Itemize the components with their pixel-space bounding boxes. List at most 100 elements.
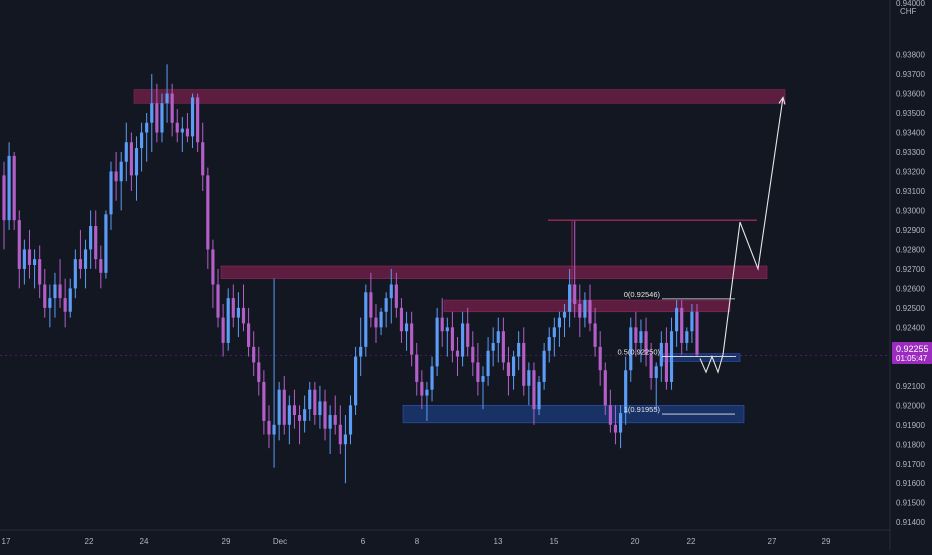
- last-price-tag: 0.92255 01:05:47: [892, 342, 932, 364]
- projection-arrowhead: [778, 96, 786, 105]
- candle-body: [675, 307, 679, 332]
- candle-body: [231, 298, 235, 318]
- price-tick-label: 0.91600: [896, 479, 925, 488]
- candle-body: [318, 401, 322, 416]
- candle-body: [568, 284, 572, 312]
- price-tick-label: 0.93400: [896, 129, 925, 138]
- candle-body: [649, 354, 653, 379]
- time-tick-label: 29: [222, 537, 231, 546]
- candle-body: [466, 323, 470, 347]
- price-axis-top-label: 0.94000: [896, 0, 925, 8]
- candle-body: [557, 317, 561, 328]
- candle-body: [394, 284, 398, 308]
- price-tick-label: 0.92400: [896, 323, 925, 332]
- candle-body: [389, 284, 393, 299]
- candle-body: [425, 389, 429, 396]
- candle-body: [160, 103, 164, 133]
- candle-body: [481, 376, 485, 382]
- candle-body: [517, 342, 521, 357]
- candle-body: [532, 370, 536, 410]
- candle-body: [461, 323, 465, 357]
- candle-body: [73, 259, 77, 289]
- candle-body: [89, 226, 93, 250]
- candle-body: [48, 298, 52, 308]
- candle-body: [379, 311, 383, 328]
- candle-body: [410, 323, 414, 355]
- candle-body: [185, 128, 190, 137]
- candle-body: [196, 97, 200, 143]
- candle-body: [471, 346, 475, 363]
- price-tick-label: 0.93700: [896, 70, 925, 79]
- candle-body: [257, 362, 261, 382]
- time-tick-label: 6: [361, 537, 366, 546]
- price-tick-label: 0.93800: [896, 51, 925, 60]
- candle-body: [241, 307, 246, 324]
- candle-body: [593, 323, 597, 347]
- candle-body: [129, 142, 133, 176]
- candle-body: [374, 317, 378, 328]
- candle-body: [430, 366, 434, 390]
- candle-body: [664, 342, 669, 382]
- candle-body: [440, 317, 444, 332]
- candle-body: [624, 370, 628, 414]
- candle-body: [78, 259, 83, 269]
- candle-body: [7, 155, 11, 221]
- candle-body: [155, 103, 159, 133]
- candle-body: [287, 405, 291, 425]
- last-price-countdown: 01:05:47: [896, 354, 928, 363]
- fib-level-label: 0(0.92546): [624, 290, 661, 299]
- candle-body: [404, 323, 409, 332]
- candle-body: [53, 284, 57, 299]
- candle-body: [659, 342, 663, 367]
- time-tick-label: 8: [415, 537, 420, 546]
- candle-body: [119, 161, 123, 182]
- time-tick-label: 15: [550, 537, 559, 546]
- support-zone[interactable]: [662, 353, 741, 362]
- time-tick-label: 24: [140, 537, 149, 546]
- candle-body: [588, 300, 592, 324]
- candle-body: [252, 346, 256, 363]
- support-zone[interactable]: [402, 404, 745, 424]
- candle-body: [420, 381, 424, 396]
- price-tick-label: 0.91700: [896, 460, 925, 469]
- candle-body: [272, 424, 276, 435]
- candle-body: [690, 311, 694, 332]
- price-tick-label: 0.91500: [896, 499, 925, 508]
- candle-body: [277, 389, 281, 425]
- candle-body: [12, 155, 16, 221]
- resistance-zone[interactable]: [220, 265, 768, 279]
- candle-body: [562, 311, 567, 318]
- candle-body: [613, 424, 618, 433]
- candle-body: [22, 249, 26, 269]
- candle-body: [573, 284, 577, 304]
- price-tick-label: 0.92000: [896, 401, 925, 410]
- candle-body: [247, 323, 251, 347]
- candle-body: [333, 415, 337, 425]
- candle-body: [323, 401, 327, 429]
- candle-body: [150, 103, 154, 123]
- candle-body: [522, 342, 526, 386]
- candle-body: [328, 415, 332, 429]
- price-tick-label: 0.91900: [896, 421, 925, 430]
- candle-body: [201, 142, 205, 176]
- candle-body: [537, 381, 541, 410]
- resistance-zone[interactable]: [133, 89, 786, 104]
- projection-path[interactable]: [699, 97, 784, 374]
- candle-body: [450, 327, 454, 351]
- fib-level-label: 1(0.91955): [624, 405, 661, 414]
- time-tick-label: 29: [822, 537, 831, 546]
- resistance-zone[interactable]: [443, 299, 731, 313]
- candle-body: [552, 327, 556, 338]
- candle-body: [226, 298, 230, 343]
- candle-body: [603, 370, 607, 406]
- overlay-layer: 0(0.92546) 0.5(0.92250) 1(0.91955): [548, 96, 786, 415]
- candle-body: [695, 311, 699, 355]
- candles-layer: [2, 64, 699, 484]
- time-tick-label: 20: [631, 537, 640, 546]
- candle-body: [165, 93, 169, 104]
- candle-body: [68, 288, 72, 312]
- candle-body: [680, 307, 684, 343]
- candle-body: [542, 350, 546, 382]
